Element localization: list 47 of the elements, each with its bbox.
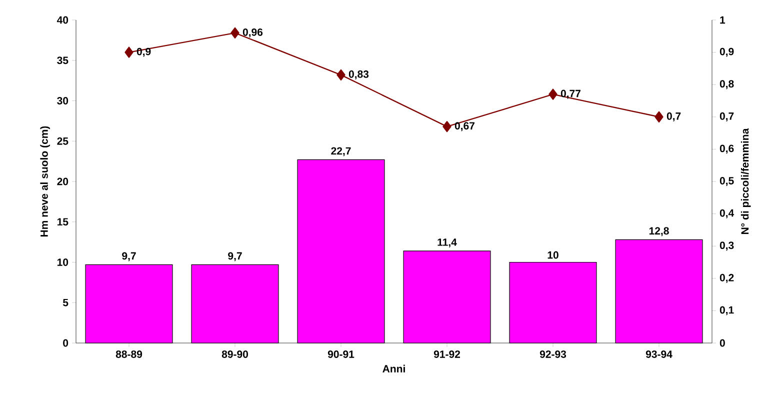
y-tick-label: 25: [57, 137, 68, 145]
y2-tick-label: 0,6: [720, 144, 734, 154]
point: [654, 111, 664, 122]
y-tick-label: 20: [57, 178, 68, 186]
x-axis-title: Anni: [382, 364, 405, 372]
y2-tick-label: 0,8: [720, 80, 734, 90]
data-label: 9,7: [228, 252, 242, 262]
y2-tick-label: 0,3: [720, 242, 734, 251]
data-label: 0,83: [348, 70, 369, 80]
data-label: 9,7: [122, 252, 136, 262]
y-tick-label: 10: [57, 258, 68, 266]
data-label: 22,7: [331, 147, 351, 156]
data-label: 0,7: [666, 112, 681, 122]
y-tick-label: 35: [57, 56, 68, 64]
x-tick-label: 90-91: [328, 350, 354, 358]
y2-tick-label: 0,4: [720, 209, 734, 218]
y2-axis-title: N° di piccoli/femmina: [740, 128, 751, 234]
y2-tick-label: 1: [720, 16, 726, 24]
y-axis-title: Hm neve al suolo (cm): [40, 126, 50, 237]
y2-tick-label: 0,1: [720, 306, 734, 316]
point: [336, 69, 346, 80]
data-label: 0,96: [242, 28, 263, 38]
y2-tick-label: 0,9: [720, 48, 734, 57]
x-tick-label: 93-94: [646, 350, 672, 358]
x-tick-label: 88-89: [116, 350, 142, 358]
data-label: 0,67: [454, 122, 474, 132]
y-tick-label: 5: [62, 298, 68, 306]
y-tick-label: 40: [56, 16, 68, 24]
data-label: 10: [548, 251, 558, 259]
y2-tick-label: 0,7: [720, 112, 734, 122]
y2-tick-label: 0,5: [720, 177, 734, 186]
x-tick-label: 89-90: [222, 350, 248, 358]
x-tick-label: 92-93: [540, 350, 566, 358]
y-tick-label: 15: [57, 218, 68, 226]
y2-tick-label: 0,2: [720, 274, 734, 283]
data-label: 0,77: [560, 90, 580, 99]
data-label: 12,8: [649, 227, 669, 236]
y-tick-label: 0: [63, 339, 68, 347]
y-tick-label: 30: [57, 97, 68, 104]
point: [124, 46, 134, 58]
y2-tick-label: 0: [720, 339, 725, 347]
data-label: 0,9: [136, 48, 151, 57]
point: [548, 88, 558, 100]
x-tick-label: 91-92: [434, 350, 460, 358]
point: [230, 27, 240, 38]
point: [442, 121, 452, 132]
data-label: 11,4: [438, 238, 457, 248]
